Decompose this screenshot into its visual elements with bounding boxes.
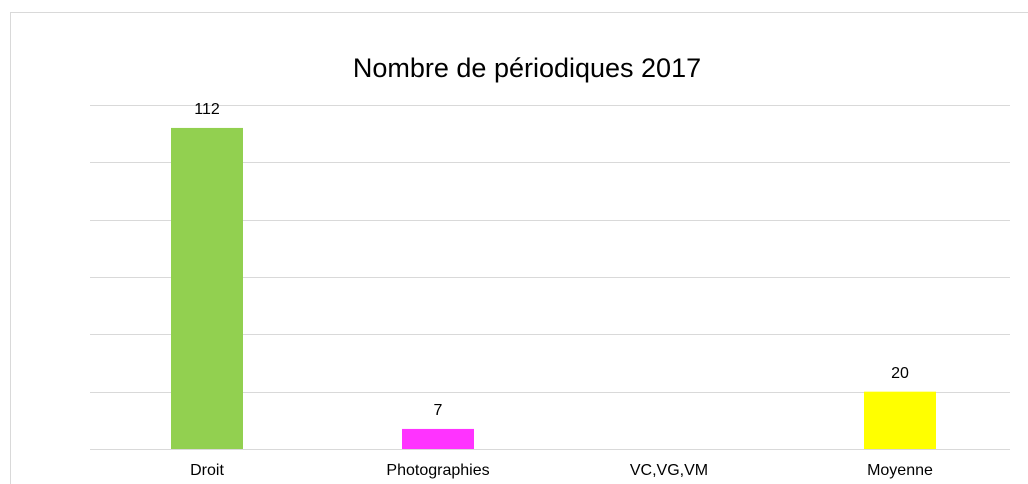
bar	[402, 428, 474, 449]
data-label: 20	[891, 365, 909, 382]
bar	[171, 127, 243, 449]
bar	[864, 391, 936, 449]
x-tick-label: VC,VG,VM	[630, 462, 708, 479]
chart-title: Nombre de périodiques 2017	[353, 53, 701, 83]
x-tick-label: Moyenne	[867, 462, 933, 479]
x-tick-label: Droit	[190, 462, 224, 479]
x-tick-label: Photographies	[386, 462, 489, 479]
data-label: 7	[434, 402, 443, 419]
data-label: 112	[194, 101, 220, 118]
